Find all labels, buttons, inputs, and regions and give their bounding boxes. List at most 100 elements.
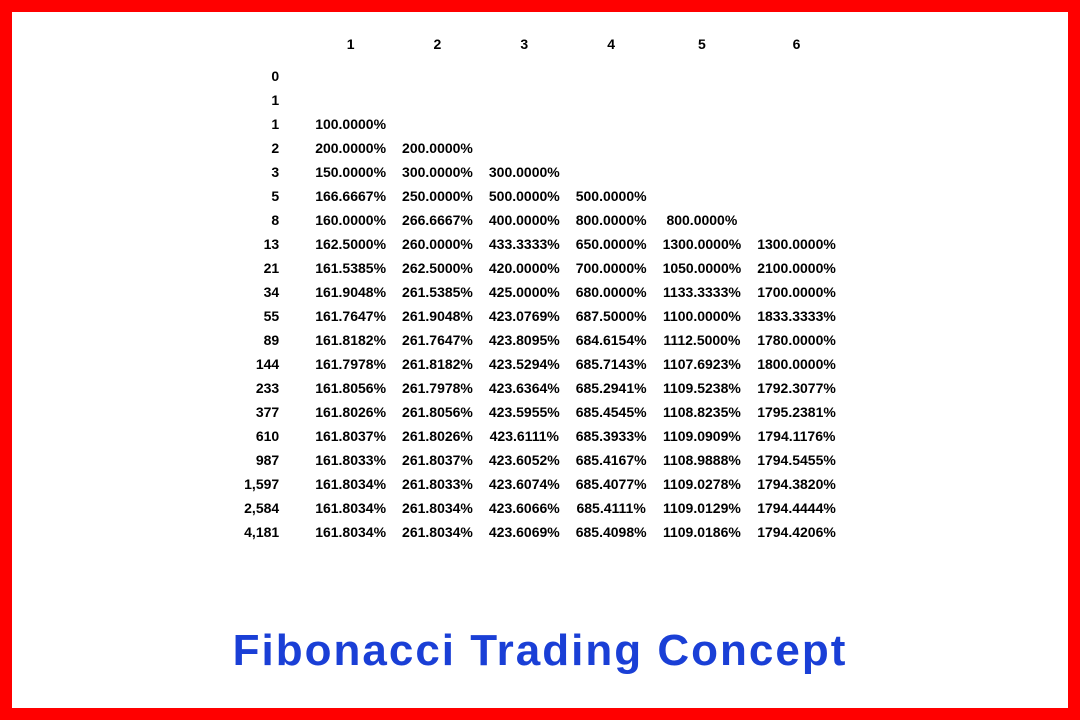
row-label: 13 [236,232,307,256]
table-cell: 261.8034% [394,496,481,520]
table-cell: 1108.8235% [655,400,750,424]
row-label: 1,597 [236,472,307,496]
table-cell [481,112,568,136]
table-cell [655,112,750,136]
table-cell: 161.7978% [307,352,394,376]
table-row: 3150.0000%300.0000%300.0000% [236,160,844,184]
table-row: 987161.8033%261.8037%423.6052%685.4167%1… [236,448,844,472]
table-cell: 425.0000% [481,280,568,304]
table-cell: 700.0000% [568,256,655,280]
table-cell: 1794.3820% [749,472,844,496]
table-cell: 2100.0000% [749,256,844,280]
table-cell [568,160,655,184]
table-row: 55161.7647%261.9048%423.0769%687.5000%11… [236,304,844,328]
table-cell [481,64,568,88]
table-cell: 300.0000% [394,160,481,184]
table-cell [749,208,844,232]
table-header: 1 2 3 4 5 6 [236,32,844,64]
table-cell: 1792.3077% [749,376,844,400]
table-cell: 687.5000% [568,304,655,328]
table-cell: 1700.0000% [749,280,844,304]
row-label: 610 [236,424,307,448]
table-cell [655,64,750,88]
table-cell: 100.0000% [307,112,394,136]
table-cell: 800.0000% [655,208,750,232]
table-cell [568,88,655,112]
table-row: 2200.0000%200.0000% [236,136,844,160]
table-cell: 261.7978% [394,376,481,400]
table-cell [655,184,750,208]
row-label: 2,584 [236,496,307,520]
fibonacci-table: 1 2 3 4 5 6 011100.0000%2200.0000%200.00… [236,32,844,544]
table-cell: 161.9048% [307,280,394,304]
table-cell: 500.0000% [568,184,655,208]
row-label: 8 [236,208,307,232]
table-cell: 420.0000% [481,256,568,280]
table-cell [655,88,750,112]
table-cell [749,184,844,208]
table-cell [568,136,655,160]
table-cell: 261.8056% [394,400,481,424]
table-cell: 1109.0186% [655,520,750,544]
table-row: 89161.8182%261.7647%423.8095%684.6154%11… [236,328,844,352]
table-cell: 161.8033% [307,448,394,472]
table-row: 4,181161.8034%261.8034%423.6069%685.4098… [236,520,844,544]
table-cell [568,64,655,88]
table-cell: 800.0000% [568,208,655,232]
table-container: 1 2 3 4 5 6 011100.0000%2200.0000%200.00… [52,32,1028,544]
table-cell [481,136,568,160]
table-cell: 260.0000% [394,232,481,256]
table-cell: 685.4167% [568,448,655,472]
table-cell: 423.8095% [481,328,568,352]
row-label: 1 [236,112,307,136]
table-cell [749,112,844,136]
table-cell: 680.0000% [568,280,655,304]
table-row: 2,584161.8034%261.8034%423.6066%685.4111… [236,496,844,520]
table-cell: 161.8034% [307,472,394,496]
table-cell: 1780.0000% [749,328,844,352]
table-cell [394,88,481,112]
table-cell: 685.7143% [568,352,655,376]
table-row: 144161.7978%261.8182%423.5294%685.7143%1… [236,352,844,376]
table-cell: 150.0000% [307,160,394,184]
col-header: 2 [394,32,481,64]
table-row: 34161.9048%261.5385%425.0000%680.0000%11… [236,280,844,304]
table-body: 011100.0000%2200.0000%200.0000%3150.0000… [236,64,844,544]
table-cell: 400.0000% [481,208,568,232]
frame: 1 2 3 4 5 6 011100.0000%2200.0000%200.00… [0,0,1080,720]
table-cell: 161.8056% [307,376,394,400]
table-cell: 423.6066% [481,496,568,520]
table-cell: 1109.0909% [655,424,750,448]
table-row: 5166.6667%250.0000%500.0000%500.0000% [236,184,844,208]
table-cell: 161.8182% [307,328,394,352]
table-cell: 500.0000% [481,184,568,208]
table-cell: 423.6111% [481,424,568,448]
table-cell: 1050.0000% [655,256,750,280]
table-cell: 161.8026% [307,400,394,424]
table-cell: 423.6069% [481,520,568,544]
col-header: 1 [307,32,394,64]
table-row: 1,597161.8034%261.8033%423.6074%685.4077… [236,472,844,496]
table-cell: 423.5955% [481,400,568,424]
col-header: 6 [749,32,844,64]
table-cell: 685.3933% [568,424,655,448]
table-cell: 1112.5000% [655,328,750,352]
table-cell: 200.0000% [394,136,481,160]
row-label: 144 [236,352,307,376]
row-label: 987 [236,448,307,472]
row-label: 0 [236,64,307,88]
table-cell: 423.6052% [481,448,568,472]
table-cell [749,160,844,184]
row-label: 233 [236,376,307,400]
table-cell [568,112,655,136]
row-label: 3 [236,160,307,184]
table-cell: 1794.5455% [749,448,844,472]
table-cell: 261.9048% [394,304,481,328]
table-cell: 685.4545% [568,400,655,424]
table-cell: 266.6667% [394,208,481,232]
table-row: 0 [236,64,844,88]
row-label: 2 [236,136,307,160]
table-cell: 161.5385% [307,256,394,280]
table-cell: 685.4111% [568,496,655,520]
header-row: 1 2 3 4 5 6 [236,32,844,64]
